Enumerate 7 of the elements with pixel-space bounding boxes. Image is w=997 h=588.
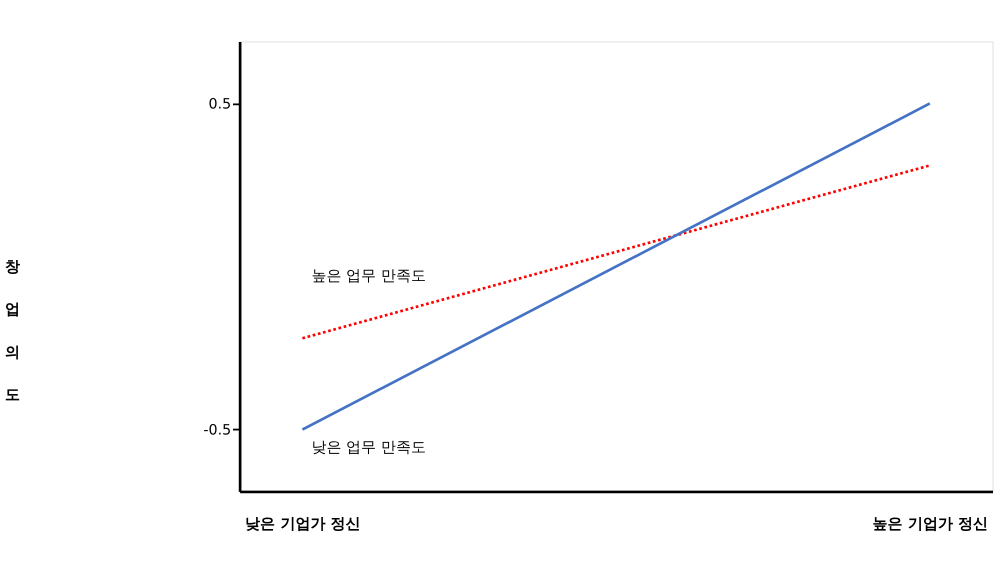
x-tick-label: 낮은 기업가 정신 <box>245 514 361 532</box>
series-label: 낮은 업무 만족도 <box>311 438 426 456</box>
series-label: 높은 업무 만족도 <box>311 266 426 284</box>
text: 창업의도 <box>5 257 20 404</box>
y-tick-label: -0.5 <box>203 422 232 438</box>
x-tick-label: 높은 기업가 정신 <box>872 514 988 532</box>
y-tick-label: 0.5 <box>208 96 232 112</box>
